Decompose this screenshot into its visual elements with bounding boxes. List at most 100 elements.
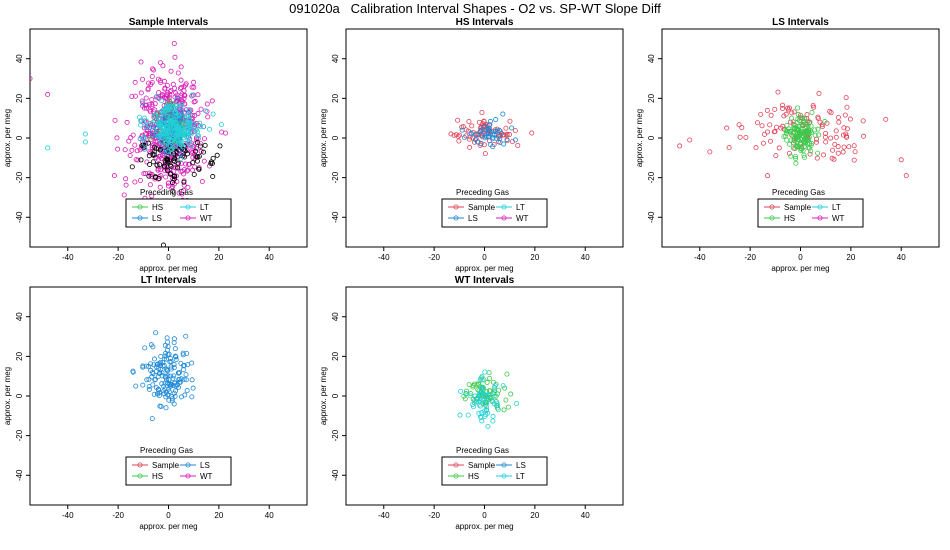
data-point	[149, 79, 155, 85]
x-tick-label: 40	[265, 511, 274, 520]
data-point	[485, 423, 491, 429]
data-point	[168, 68, 174, 74]
data-point	[176, 370, 182, 376]
data-point	[481, 118, 487, 124]
data-point	[111, 173, 117, 179]
data-point	[132, 142, 138, 148]
data-point	[129, 93, 135, 99]
data-point	[505, 404, 511, 410]
data-point	[187, 124, 193, 130]
data-point	[168, 121, 174, 127]
data-point	[151, 127, 157, 133]
data-point	[160, 242, 166, 247]
legend-entry-wt: WT	[832, 214, 845, 223]
data-point	[800, 120, 806, 126]
data-point	[178, 84, 184, 90]
y-tick-label: 0	[15, 393, 24, 398]
data-point	[833, 134, 839, 140]
data-point	[122, 147, 128, 153]
panel-4: LT Intervals -40 -20 0 20 40 -40 -20 0 20 40 approx…	[3, 275, 308, 531]
data-point	[509, 125, 515, 131]
data-point	[167, 133, 173, 139]
data-point	[476, 402, 482, 408]
data-point	[195, 92, 201, 98]
data-point	[140, 76, 146, 82]
y-tick-label: 0	[331, 135, 340, 140]
data-point	[183, 82, 189, 88]
data-point	[171, 362, 177, 368]
data-point	[760, 140, 766, 146]
data-point	[181, 171, 187, 177]
data-point	[470, 384, 476, 390]
data-point	[155, 373, 161, 379]
legend-swatch-marker	[185, 462, 191, 468]
data-point	[146, 376, 152, 382]
data-point	[162, 386, 168, 392]
data-point	[808, 148, 814, 154]
data-point	[162, 85, 168, 91]
legend-entry-lt: LT	[516, 472, 525, 481]
data-point	[491, 131, 497, 137]
data-point	[168, 364, 174, 370]
data-point	[164, 158, 170, 164]
data-point	[172, 54, 178, 60]
data-point	[164, 150, 170, 156]
data-point	[181, 179, 187, 185]
data-point	[174, 121, 180, 127]
data-point	[150, 159, 156, 165]
data-point	[198, 124, 204, 130]
data-point	[210, 111, 216, 117]
data-point	[163, 394, 169, 400]
data-point	[142, 146, 148, 152]
data-point	[153, 174, 159, 180]
data-point	[150, 66, 156, 72]
data-point	[796, 117, 802, 123]
data-point	[814, 155, 820, 161]
data-point	[172, 346, 178, 352]
data-point	[479, 109, 485, 115]
points-layer	[448, 109, 535, 157]
data-point	[153, 138, 159, 144]
data-point	[178, 64, 184, 70]
data-point	[190, 121, 196, 127]
legend-entry-hs: HS	[152, 203, 163, 212]
data-point	[161, 121, 167, 127]
data-point	[209, 98, 215, 104]
data-point	[132, 179, 138, 185]
x-tick-label: 0	[798, 253, 803, 262]
y-tick-label: 20	[647, 93, 656, 102]
data-point	[183, 133, 189, 139]
legend-swatch-marker	[185, 215, 191, 221]
data-point	[813, 136, 819, 142]
data-point	[154, 93, 160, 99]
data-point	[158, 354, 164, 360]
data-point	[181, 109, 187, 115]
panel-2: HS Intervals -40 -20 0 20 40 -40 -20 0 20 40 approx…	[319, 17, 624, 273]
data-point	[459, 127, 465, 133]
data-point	[791, 124, 797, 130]
data-point	[170, 188, 176, 194]
data-point	[164, 380, 170, 386]
data-point	[147, 109, 153, 115]
x-tick-label: 0	[166, 253, 171, 262]
data-point	[472, 393, 478, 399]
legend-entry-wt: WT	[200, 472, 213, 481]
data-point	[807, 130, 813, 136]
data-point	[160, 110, 166, 116]
legend-swatch-marker	[137, 462, 143, 468]
data-point	[155, 76, 161, 82]
x-tick-label: -40	[694, 253, 706, 262]
x-tick-label: 40	[581, 253, 590, 262]
y-tick-label: 0	[331, 393, 340, 398]
data-point	[170, 382, 176, 388]
data-point	[173, 165, 179, 171]
data-point	[142, 141, 148, 147]
series-wt	[30, 40, 229, 214]
data-point	[149, 97, 155, 103]
panel-title: HS Intervals	[456, 17, 514, 28]
data-point	[161, 383, 167, 389]
legend-entry-sample: Sample	[468, 203, 496, 212]
data-point	[768, 112, 774, 118]
data-point	[153, 364, 159, 370]
data-point	[816, 90, 822, 96]
